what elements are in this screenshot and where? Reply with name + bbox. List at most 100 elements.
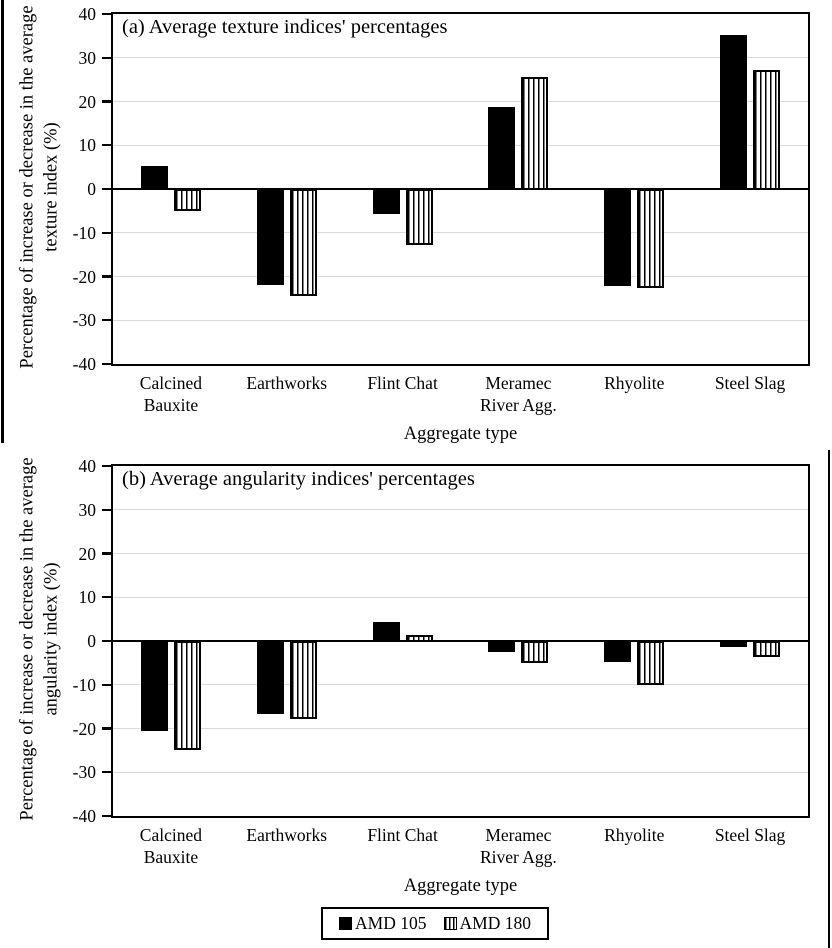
y-tick-label: 20	[78, 91, 97, 112]
plot-area-texture: (a) Average texture indices' percentages…	[73, 4, 810, 374]
x-axis-title: Aggregate type	[403, 876, 518, 896]
x-tick-label: Calcined Bauxite	[113, 373, 229, 416]
y-tick-mark	[102, 639, 111, 643]
bar-a-amd-105-cat1	[256, 189, 284, 285]
bar-b-amd-105-cat1	[256, 641, 284, 715]
zero-axis-line	[113, 639, 808, 643]
bar-b-amd-180-cat3	[521, 641, 549, 664]
page-border-right	[827, 450, 830, 948]
y-tick-mark	[102, 683, 111, 686]
gridline	[113, 728, 808, 729]
y-tick-label: 40	[78, 456, 97, 476]
x-tick-label: Earthworks	[229, 825, 345, 847]
bar-a-amd-105-cat2	[372, 189, 400, 215]
bar-b-amd-180-cat0	[173, 641, 201, 751]
y-tick-mark	[102, 100, 111, 103]
bar-a-amd-180-cat3	[521, 77, 549, 190]
bar-b-amd-180-cat5	[753, 641, 781, 658]
x-tick-label-text: Flint Chat	[367, 373, 438, 393]
y-tick-label: 20	[78, 543, 97, 564]
legend-label: AMD 180	[459, 913, 531, 933]
y-tick-label: 40	[78, 4, 97, 24]
y-tick-mark	[102, 187, 111, 191]
gridline	[113, 771, 808, 773]
y-tick-label: -10	[72, 674, 96, 695]
y-tick-mark	[102, 56, 111, 59]
bar-b-amd-180-cat4	[637, 641, 665, 685]
bar-a-amd-105-cat3	[488, 106, 516, 190]
bar-a-amd-180-cat5	[753, 70, 781, 190]
panel-texture: Percentage of increase or decrease in th…	[0, 0, 832, 452]
x-tick-labels: Calcined Bauxite Earthworks Flint Chat Mera…	[113, 825, 808, 873]
bar-a-amd-180-cat2	[405, 189, 433, 246]
y-tick-label: -40	[72, 354, 96, 374]
panel-title: (a) Average texture indices' percentages	[122, 16, 448, 38]
x-tick-label: Rhyolite	[576, 825, 692, 847]
y-tick-mark	[102, 771, 111, 774]
y-tick-label: 10	[78, 135, 97, 156]
legend-label: AMD 105	[355, 913, 427, 933]
x-tick-label: Flint Chat	[345, 825, 461, 847]
bar-a-amd-180-cat1	[289, 189, 317, 297]
legend-item-amd-105: AMD 105	[339, 913, 427, 934]
x-tick-label: Rhyolite	[576, 373, 692, 395]
x-tick-label-text: Meramec River Agg.	[480, 373, 557, 415]
gridline	[113, 596, 808, 598]
y-tick-mark	[102, 231, 111, 234]
y-tick-mark	[102, 508, 111, 511]
y-tick-mark	[102, 12, 111, 16]
y-tick-mark	[102, 552, 111, 555]
y-tick-label: 0	[87, 179, 96, 199]
gridline	[113, 553, 808, 554]
bar-a-amd-105-cat0	[140, 165, 168, 190]
x-tick-label-text: Calcined Bauxite	[139, 825, 202, 867]
x-tick-label-text: Earthworks	[246, 373, 328, 393]
x-tick-label-text: Rhyolite	[604, 373, 665, 393]
bar-b-amd-180-cat1	[289, 641, 317, 719]
x-tick-label: Meramec River Agg.	[461, 825, 577, 868]
x-tick-label-text: Calcined Bauxite	[139, 373, 202, 415]
y-tick-mark	[102, 144, 111, 147]
panel-title: (b) Average angularity indices' percenta…	[122, 468, 475, 490]
y-tick-label: -30	[72, 762, 96, 783]
y-tick-label: -30	[72, 310, 96, 331]
y-tick-label: 30	[78, 47, 97, 68]
x-tick-label: Calcined Bauxite	[113, 825, 229, 868]
y-tick-mark	[102, 319, 111, 322]
y-tick-mark	[102, 362, 111, 366]
striped-swatch-icon	[443, 917, 457, 930]
legend-item-amd-180: AMD 180	[443, 913, 531, 934]
bar-a-amd-180-cat0	[173, 189, 201, 211]
x-tick-label-text: Flint Chat	[367, 825, 438, 845]
plot-area-angularity: (b) Average angularity indices' percenta…	[73, 456, 810, 826]
y-tick-label: -10	[72, 222, 96, 243]
y-tick-mark	[102, 275, 111, 278]
gridline	[113, 101, 808, 102]
x-tick-label-text: Steel Slag	[714, 825, 786, 845]
x-tick-label: Flint Chat	[345, 373, 461, 395]
zero-axis-line	[113, 187, 808, 191]
y-tick-label: 10	[78, 587, 97, 608]
y-tick-label: 30	[78, 499, 97, 520]
x-tick-labels: Calcined Bauxite Earthworks Flint Chat Mera…	[113, 373, 808, 421]
y-tick-mark	[102, 727, 111, 730]
y-tick-label: -20	[72, 266, 96, 287]
x-tick-label-text: Steel Slag	[714, 373, 786, 393]
y-tick-mark	[102, 464, 111, 468]
y-tick-mark	[102, 596, 111, 599]
bar-a-amd-105-cat5	[720, 35, 748, 190]
bar-b-amd-105-cat0	[140, 641, 168, 731]
gridline	[113, 276, 808, 277]
y-tick-label: 0	[87, 631, 96, 651]
x-tick-label: Meramec River Agg.	[461, 373, 577, 416]
gridline	[113, 232, 808, 234]
x-tick-label: Steel Slag	[692, 373, 808, 395]
x-tick-label-text: Earthworks	[246, 825, 328, 845]
y-tick-label: -40	[72, 806, 96, 826]
x-tick-label: Steel Slag	[692, 825, 808, 847]
gridline	[113, 57, 808, 59]
bar-b-amd-105-cat4	[604, 641, 632, 663]
gridline	[113, 319, 808, 321]
gridline	[113, 509, 808, 511]
bar-a-amd-180-cat4	[637, 189, 665, 288]
